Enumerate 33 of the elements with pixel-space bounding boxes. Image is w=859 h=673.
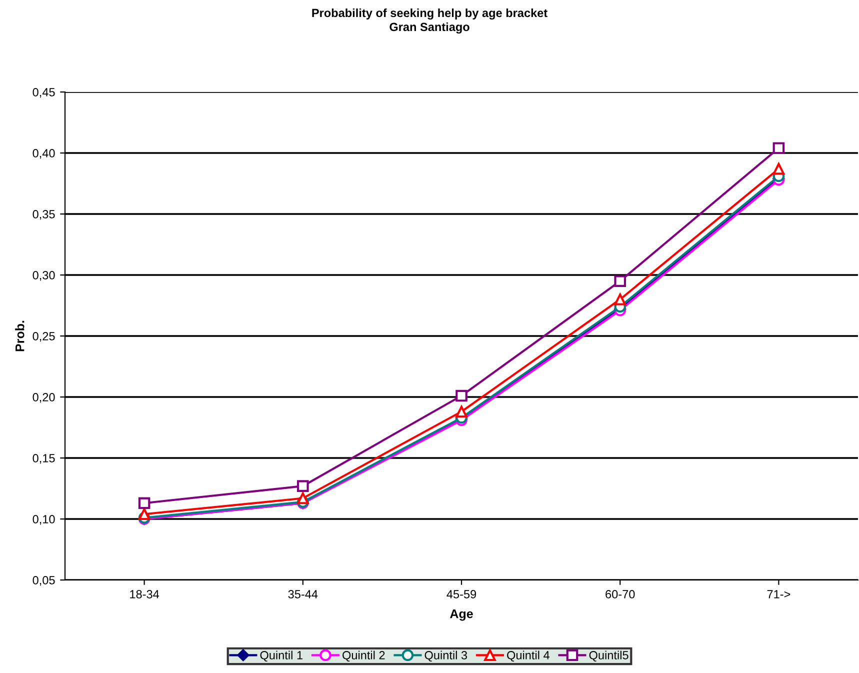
chart-subtitle: Gran Santiago bbox=[390, 22, 470, 34]
chart-title: Probability of seeking help by age bracket bbox=[312, 8, 548, 20]
point bbox=[772, 162, 785, 175]
y-tick-label: 0,05 bbox=[32, 576, 55, 586]
point bbox=[614, 293, 626, 306]
point bbox=[456, 390, 468, 402]
point bbox=[456, 406, 468, 418]
x-tick-label: 45-59 bbox=[446, 590, 476, 598]
y-tick-label: 0,30 bbox=[32, 271, 55, 281]
point bbox=[614, 275, 626, 288]
legend-label: Quintil 2 bbox=[342, 650, 385, 662]
point bbox=[138, 497, 150, 510]
x-tick-label: 18-34 bbox=[130, 590, 160, 598]
y-tick-label: 0,25 bbox=[32, 332, 55, 342]
x-axis-title: Age bbox=[450, 609, 473, 621]
point bbox=[138, 508, 150, 520]
y-tick-label: 0,40 bbox=[32, 149, 55, 159]
x-tick-label: 35-44 bbox=[288, 590, 318, 598]
y-tick-label: 0,45 bbox=[32, 88, 55, 98]
legend-label: Quintil 1 bbox=[260, 650, 302, 662]
x-tick-label: 71-> bbox=[767, 590, 790, 598]
y-axis-title: Prob. bbox=[15, 320, 24, 352]
y-tick-label: 0,10 bbox=[32, 515, 55, 525]
y-tick-label: 0,35 bbox=[32, 210, 55, 220]
y-tick-label: 0,20 bbox=[32, 393, 55, 403]
point bbox=[296, 480, 309, 492]
point bbox=[772, 142, 785, 154]
x-tick-label: 60-70 bbox=[606, 590, 635, 598]
legend-label: Quintil5 bbox=[589, 650, 628, 662]
y-tick-label: 0,15 bbox=[32, 454, 55, 464]
legend-label: Quintil 3 bbox=[424, 650, 468, 662]
legend-label: Quintil 4 bbox=[507, 650, 550, 662]
point bbox=[296, 492, 309, 504]
